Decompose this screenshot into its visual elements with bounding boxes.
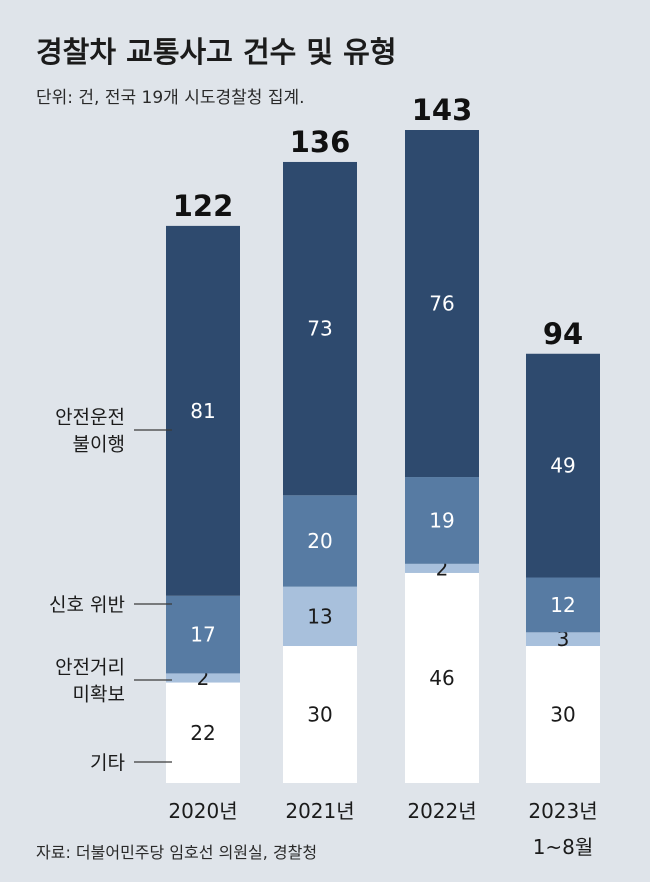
- legend-label: 기타: [90, 752, 125, 774]
- bar-segment: [283, 495, 357, 587]
- bar-segment: [283, 161, 357, 496]
- bar-segment: [283, 646, 357, 783]
- data-label: 19: [429, 508, 454, 532]
- bar-segment: [405, 572, 479, 783]
- bar-segment: [166, 225, 240, 596]
- data-label: 30: [550, 703, 575, 727]
- data-label: 17: [190, 623, 215, 647]
- x-tick-label: 2022년: [407, 799, 476, 823]
- data-label: 13: [307, 604, 332, 628]
- data-label: 22: [190, 721, 215, 745]
- bar-segment: [526, 577, 600, 633]
- data-label: 46: [429, 666, 454, 690]
- x-tick-sublabel: 1~8월: [533, 835, 594, 859]
- legend-label: 불이행: [73, 434, 125, 456]
- data-label: 20: [307, 529, 332, 553]
- total-label: 136: [290, 125, 351, 159]
- data-label: 73: [307, 317, 332, 341]
- bar-segment: [526, 646, 600, 783]
- legend-label: 안전운전: [55, 407, 125, 429]
- total-label: 143: [412, 93, 473, 127]
- x-tick-label: 2021년: [285, 799, 354, 823]
- legend-label: 안전거리: [55, 657, 125, 679]
- total-label: 122: [173, 189, 234, 223]
- total-label: 94: [543, 317, 583, 351]
- bar-segment: [166, 673, 240, 683]
- chart-title: 경찰차 교통사고 건수 및 유형: [36, 35, 397, 69]
- data-label: 81: [190, 399, 215, 423]
- bar-segment: [405, 477, 479, 564]
- legend-label: 신호 위반: [49, 594, 125, 616]
- data-label: 30: [307, 703, 332, 727]
- bar-segment: [526, 353, 600, 578]
- bar-segment: [166, 682, 240, 783]
- bar-segment: [526, 632, 600, 647]
- bar-segment: [405, 130, 479, 478]
- data-label: 76: [429, 292, 454, 316]
- chart-subtitle: 단위: 건, 전국 19개 시도경찰청 집계.: [36, 88, 305, 108]
- bar-segment: [166, 595, 240, 674]
- data-label: 12: [550, 593, 575, 617]
- bar-segment: [283, 586, 357, 647]
- data-label: 3: [557, 627, 570, 651]
- bar-segment: [405, 563, 479, 573]
- x-tick-label: 2023년: [528, 799, 597, 823]
- legend-label: 미확보: [73, 684, 125, 706]
- data-label: 49: [550, 454, 575, 478]
- x-tick-label: 2020년: [168, 799, 237, 823]
- source-note: 자료: 더불어민주당 임호선 의원실, 경찰청: [36, 843, 317, 862]
- x-axis: 2020년 2021년 2022년 2023년 1~8월: [168, 799, 597, 859]
